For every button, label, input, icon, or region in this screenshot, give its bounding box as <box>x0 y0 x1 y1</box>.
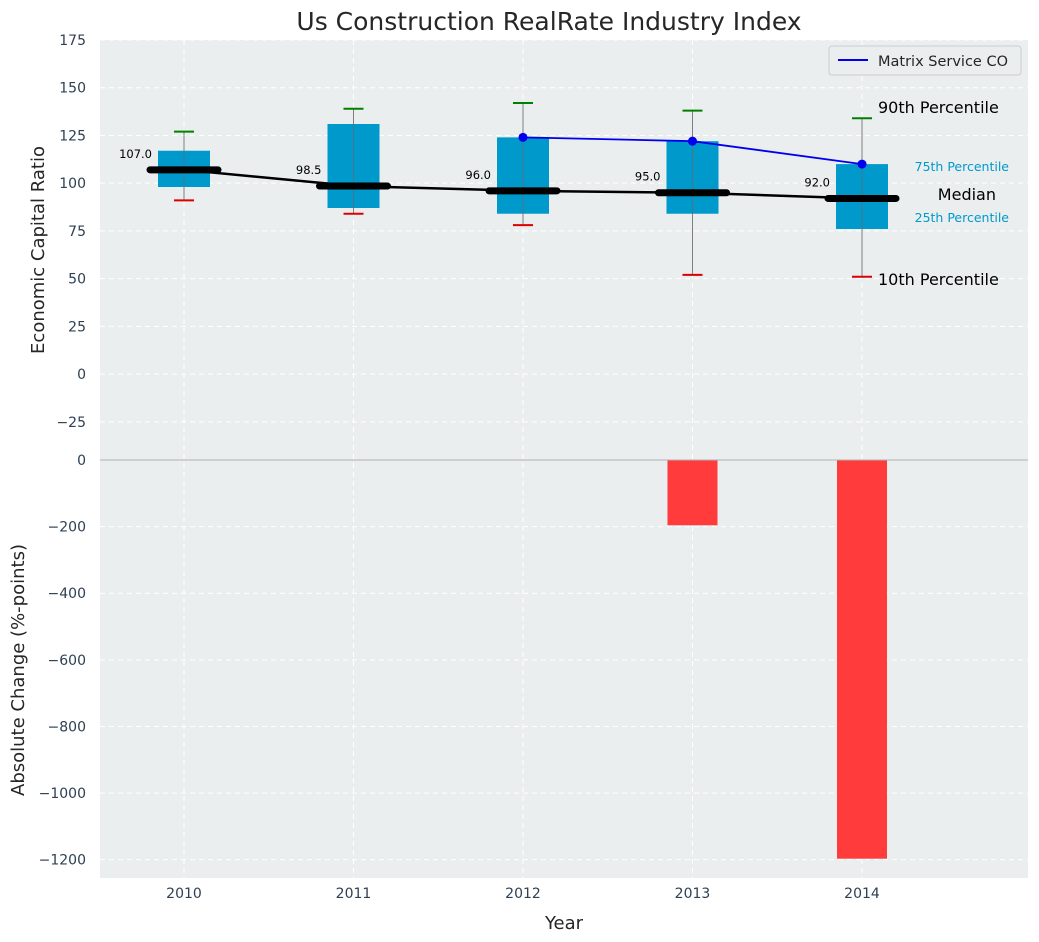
tick-labels: −25 0 25 50 75 100 125 150 175 −1200 −1000 −800 −600… <box>39 33 880 902</box>
bottom-panel-background <box>100 460 1028 878</box>
bottom-y-axis-label: Absolute Change (%-points) <box>8 544 29 796</box>
p25-annotation: 25th Percentile <box>915 210 1010 225</box>
top-y-tick-label: 0 <box>77 367 86 383</box>
top-y-tick-label: 150 <box>59 81 86 97</box>
bottom-y-tick-label: −1200 <box>39 853 86 869</box>
median-value-label: 107.0 <box>119 147 152 161</box>
top-y-tick-label: −25 <box>56 415 86 431</box>
median-value-label: 96.0 <box>465 168 491 182</box>
top-y-tick-label: 125 <box>59 128 86 144</box>
series-point-matrix-service <box>518 132 528 142</box>
change-bar <box>667 460 718 526</box>
chart-title: Us Construction RealRate Industry Index <box>296 7 801 36</box>
x-tick-label: 2011 <box>336 886 372 902</box>
bottom-y-tick-label: −800 <box>48 719 86 735</box>
median-value-label: 98.5 <box>296 163 322 177</box>
series-point-matrix-service <box>688 136 697 146</box>
median-value-label: 92.0 <box>804 175 830 189</box>
x-tick-label: 2013 <box>675 886 711 902</box>
bottom-y-tick-label: −600 <box>48 653 86 669</box>
median-and-company-lines: 107.0 98.5 96.0 95.0 92.0 <box>119 132 900 202</box>
change-bars <box>667 460 887 859</box>
bottom-y-tick-label: −200 <box>48 520 86 536</box>
boxplots <box>158 102 888 278</box>
top-y-axis-label: Economic Capital Ratio <box>28 146 49 354</box>
top-y-tick-label: 50 <box>68 272 86 288</box>
top-y-tick-label: 75 <box>68 224 86 240</box>
bottom-y-tick-label: 0 <box>77 453 86 469</box>
legend-box <box>828 45 1022 76</box>
series-point-matrix-service <box>857 159 867 169</box>
x-axis-label: Year <box>544 913 584 934</box>
p75-annotation: 75th Percentile <box>915 159 1010 174</box>
x-tick-label: 2012 <box>505 886 541 902</box>
bottom-y-tick-label: −400 <box>48 586 86 602</box>
x-tick-label: 2014 <box>844 886 880 902</box>
median-value-label: 95.0 <box>635 170 661 184</box>
top-panel-background <box>100 40 1028 460</box>
boxplot-2012 <box>497 102 549 227</box>
boxplot-2011 <box>327 107 380 215</box>
p90-annotation: 90th Percentile <box>878 98 999 117</box>
top-y-tick-label: 25 <box>68 319 86 335</box>
bottom-y-tick-label: −1000 <box>39 786 86 802</box>
x-tick-label: 2010 <box>166 886 202 902</box>
change-bar <box>837 460 887 859</box>
legend: Matrix Service CO <box>828 45 1022 76</box>
top-y-tick-label: 100 <box>59 176 86 192</box>
legend-label-matrix-service: Matrix Service CO <box>878 54 1008 70</box>
boxplot-2013 <box>666 109 719 276</box>
median-annotation: Median <box>938 185 996 204</box>
p10-annotation: 10th Percentile <box>878 270 999 289</box>
top-y-tick-label: 175 <box>59 33 86 49</box>
